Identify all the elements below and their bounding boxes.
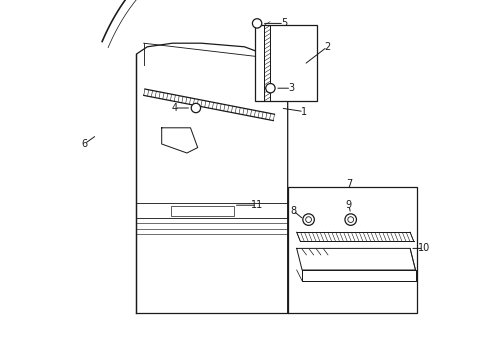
- Text: 6: 6: [81, 139, 87, 149]
- Text: TRAVERSE: TRAVERSE: [172, 208, 210, 214]
- Text: 2: 2: [324, 42, 330, 52]
- Circle shape: [344, 214, 356, 225]
- Text: 4: 4: [171, 103, 177, 113]
- Circle shape: [302, 214, 314, 225]
- Text: 5: 5: [281, 18, 286, 28]
- Text: 7: 7: [345, 179, 351, 189]
- Text: 11: 11: [250, 200, 263, 210]
- Text: 3: 3: [287, 83, 294, 93]
- Circle shape: [265, 84, 275, 93]
- Bar: [287, 187, 416, 313]
- Text: 1: 1: [300, 107, 306, 117]
- Text: 8: 8: [289, 206, 296, 216]
- Circle shape: [191, 103, 200, 113]
- Text: 9: 9: [345, 200, 351, 210]
- Bar: [170, 206, 233, 216]
- Bar: [255, 25, 316, 101]
- Text: 10: 10: [417, 243, 429, 253]
- Circle shape: [252, 19, 261, 28]
